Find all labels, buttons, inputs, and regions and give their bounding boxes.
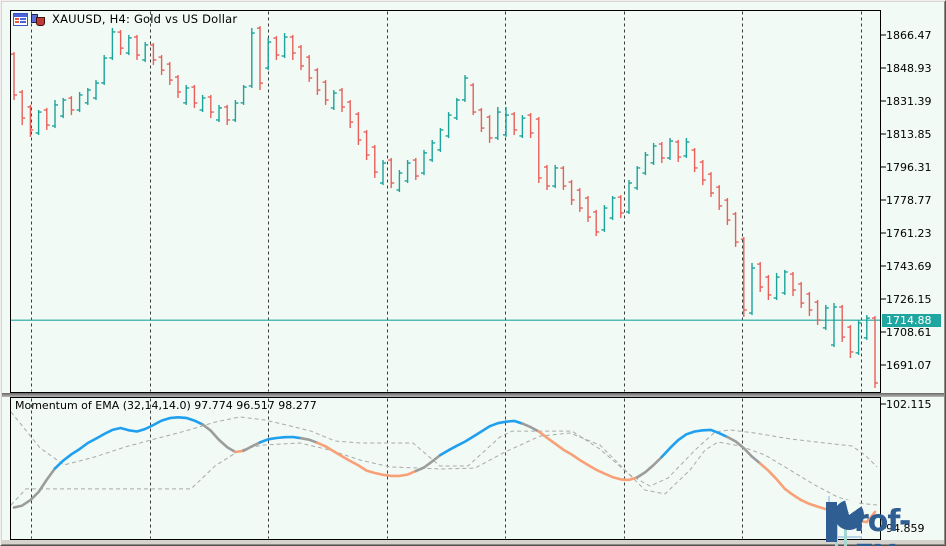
price-tick-label: 1743.69 (886, 259, 932, 273)
market-watch-icon (13, 12, 28, 26)
watermark-text: rof-FX (854, 504, 911, 546)
price-tick-label: 1761.23 (886, 226, 932, 240)
pane-resize-separator[interactable] (2, 393, 944, 397)
price-tick-label: 1691.07 (886, 359, 932, 372)
price-tick-label: 1813.85 (886, 127, 932, 141)
indicator-scale-bottom: 94.859 (886, 522, 925, 535)
broker-watermark: rof-FX (822, 492, 944, 546)
watermark-candle-icon (844, 514, 847, 546)
price-tick-label: 1708.61 (886, 325, 932, 339)
chart-icon (31, 13, 46, 26)
indicator-title: Momentum of EMA (32,14,14.0) 97.774 96.5… (15, 399, 317, 412)
price-tick-label: 1726.15 (886, 292, 932, 306)
price-tick-label: 1796.31 (886, 160, 932, 174)
symbol-title: XAUUSD, H4: Gold vs US Dollar (52, 12, 238, 26)
price-tick-label: 1848.93 (886, 61, 932, 75)
chart-title-bar: XAUUSD, H4: Gold vs US Dollar (13, 11, 237, 27)
bid-price-label: 1714.88 (882, 313, 941, 327)
time-scale[interactable] (2, 540, 944, 544)
indicator-scale-top: 102.115 (886, 398, 932, 411)
price-tick-label: 1866.47 (886, 28, 932, 42)
price-tick-label: 1831.39 (886, 94, 932, 108)
watermark-logo-pie-icon (834, 500, 864, 530)
watermark-logo-p (826, 502, 837, 542)
price-tick-label: 1778.77 (886, 193, 932, 207)
